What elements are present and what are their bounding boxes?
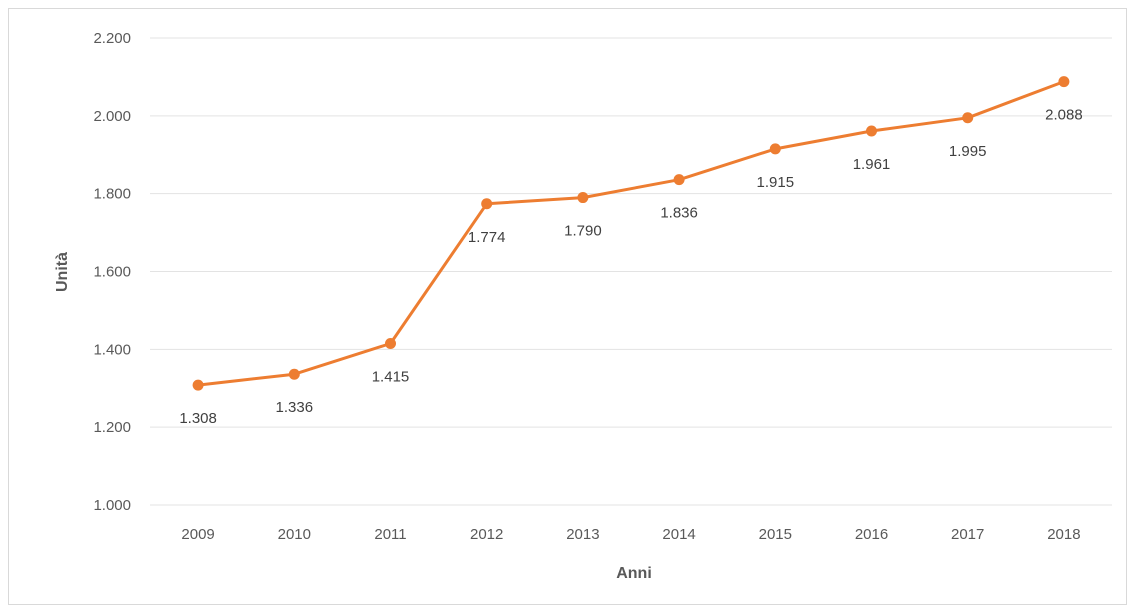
data-point [192, 379, 204, 391]
data-label: 1.308 [179, 410, 217, 427]
data-point [962, 112, 974, 124]
data-point [1058, 76, 1070, 88]
x-tick-label: 2009 [181, 526, 214, 543]
x-tick-label: 2015 [759, 526, 792, 543]
y-axis-title: Unità [54, 252, 71, 292]
data-points [192, 76, 1070, 391]
x-tick-label: 2014 [662, 526, 695, 543]
data-label: 1.336 [276, 399, 314, 416]
data-point [769, 143, 781, 155]
y-tick-label: 1.000 [93, 497, 131, 514]
series-line [196, 80, 1066, 387]
data-label: 1.790 [564, 223, 602, 240]
y-tick-label: 1.600 [93, 264, 131, 281]
data-label: 1.415 [372, 368, 410, 385]
data-label: 1.836 [660, 205, 698, 222]
data-label: 1.961 [853, 156, 891, 173]
y-tick-label: 2.200 [93, 30, 131, 47]
data-label: 1.995 [949, 143, 987, 160]
data-point [577, 192, 589, 204]
x-tick-label: 2011 [374, 526, 406, 543]
data-label: 1.774 [468, 229, 506, 246]
y-tick-label: 1.200 [93, 419, 131, 436]
data-point [673, 174, 685, 186]
x-tick-label: 2010 [278, 526, 311, 543]
x-axis-title: Anni [616, 565, 652, 582]
x-tick-label: 2018 [1047, 526, 1080, 543]
data-point [866, 125, 877, 137]
data-point [288, 368, 300, 380]
y-tick-label: 1.400 [93, 341, 131, 358]
y-tick-labels: 1.000 1.200 1.400 1.600 1.800 2.000 2.200 [93, 30, 131, 514]
x-tick-label: 2013 [566, 526, 599, 543]
data-labels: 1.308 1.336 1.415 1.774 1.790 1.836 1.915 1.961… [179, 107, 1082, 428]
x-tick-label: 2017 [951, 526, 984, 543]
data-point [481, 198, 493, 210]
x-tick-label: 2012 [470, 526, 503, 543]
y-tick-label: 2.000 [93, 108, 131, 125]
x-tick-label: 2016 [855, 526, 888, 543]
gridlines [150, 37, 1112, 506]
data-label: 1.915 [757, 174, 795, 191]
data-point [385, 337, 396, 349]
data-label: 2.088 [1045, 107, 1083, 124]
y-tick-label: 1.800 [93, 186, 131, 203]
x-tick-labels: 2009 2010 2011 2012 2013 2014 2015 2016 2017 2018 [181, 526, 1080, 543]
